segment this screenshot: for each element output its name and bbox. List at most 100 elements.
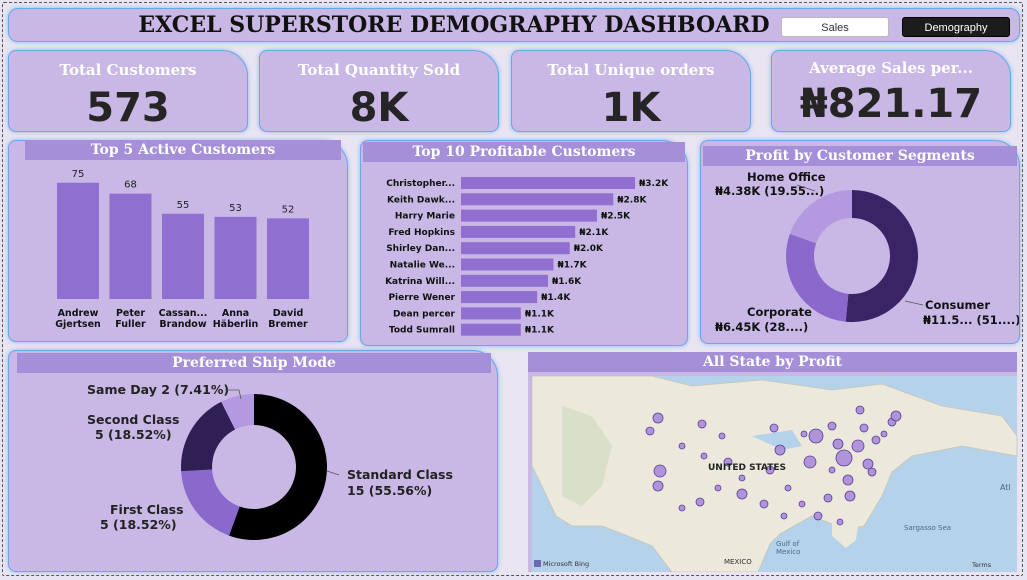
kpi-label: Total Quantity Sold (297, 61, 461, 79)
data-label: ₦1.6K (552, 277, 582, 287)
bar (461, 274, 548, 287)
leader-line (796, 184, 816, 192)
bing-logo-icon (534, 560, 541, 567)
title-bar: EXCEL SUPERSTORE DEMOGRAPHY DASHBOARD Sa… (8, 8, 1020, 42)
category-label: Christopher... (386, 179, 455, 189)
legend-label: Corporate (747, 305, 812, 319)
data-label: ₦1.7K (557, 261, 587, 271)
bar (461, 291, 538, 304)
state-bubble (827, 421, 837, 431)
bar (461, 307, 521, 320)
data-label: 55 (177, 200, 190, 211)
data-label: 52 (282, 204, 295, 215)
map-label-gulf: Gulf of (776, 540, 800, 548)
state-bubble (652, 480, 664, 492)
state-bubble (645, 426, 655, 436)
bar (162, 213, 204, 299)
state-bubble (695, 497, 705, 507)
data-label: 53 (229, 203, 242, 214)
state-bubble (769, 423, 779, 433)
state-bubble (880, 430, 888, 438)
leader-line (326, 470, 340, 476)
bar (57, 182, 99, 299)
kpi-card-average-sales: Average Sales per... ₦821.17 (771, 50, 1011, 132)
category-label: Fred Hopkins (388, 228, 455, 238)
state-bubble (678, 504, 686, 512)
segment-slice (845, 190, 919, 322)
state-bubble (736, 488, 748, 500)
state-bubble (836, 518, 844, 526)
nav-demography-button[interactable]: Demography (902, 17, 1010, 37)
kpi-value: ₦821.17 (799, 81, 983, 127)
state-bubble (871, 435, 881, 445)
gulf-water (782, 526, 832, 556)
state-bubble (697, 419, 707, 429)
category-label: David (273, 308, 304, 319)
state-bubble (800, 430, 808, 438)
state-bubble (808, 428, 824, 444)
us-state-profit-map[interactable]: UNITED STATES Gulf of Mexico MEXICO Sarg… (532, 376, 1021, 572)
data-label: ₦1.1K (525, 309, 555, 319)
category-label: Cassan... (159, 308, 208, 319)
category-label: Brandow (159, 319, 206, 330)
bar (461, 209, 597, 222)
map-label-mexico: MEXICO (724, 558, 752, 566)
category-label: Häberlin (213, 319, 259, 330)
category-label: Anna (222, 308, 249, 319)
kpi-value: 573 (86, 85, 170, 131)
state-bubble (813, 511, 823, 521)
kpi-card-total-quantity: Total Quantity Sold 8K (259, 50, 499, 132)
category-label: Katrina Will... (385, 277, 455, 287)
category-label: Shirley Dan... (386, 244, 455, 254)
state-bubble (678, 442, 686, 450)
map-terms-link[interactable]: Terms (971, 561, 992, 569)
top10-bar-chart: Christopher... ₦3.2K Keith Dawk... ₦2.8K Har… (385, 177, 669, 336)
category-label: Todd Sumrall (389, 326, 455, 336)
state-bubble (828, 466, 836, 474)
legend-label: Same Day 2 (7.41%) (87, 382, 229, 397)
kpi-value: 1K (601, 85, 661, 131)
state-bubble (823, 493, 833, 503)
state-profit-bubbles (645, 405, 902, 526)
shipmode-panel: Preferred Ship Mode Standard Class 15 (55… (8, 350, 498, 572)
kpi-label: Average Sales per... (809, 59, 973, 77)
category-label: Harry Marie (395, 212, 455, 222)
panel-title: Top 10 Profitable Customers (363, 142, 685, 162)
kpi-value: 8K (349, 85, 409, 131)
bar (214, 216, 257, 299)
leader-line (904, 300, 924, 306)
category-label: Keith Dawk... (387, 195, 455, 205)
nav-sales-button[interactable]: Sales (781, 17, 889, 37)
map-label-sargasso: Sargasso Sea (904, 524, 951, 532)
category-label: Andrew (58, 308, 99, 319)
terrain-shading (562, 406, 612, 506)
legend-label: Second Class (87, 412, 179, 427)
state-bubble (851, 439, 865, 453)
data-label: 5 (18.52%) (100, 517, 177, 532)
panel-title: Profit by Customer Segments (703, 146, 1017, 166)
data-label: ₦2.1K (579, 228, 609, 238)
panel-title: Top 5 Active Customers (25, 140, 341, 160)
kpi-card-total-customers: Total Customers 573 (8, 50, 248, 132)
map-label-us: UNITED STATES (708, 463, 786, 473)
state-bubble (765, 465, 775, 475)
state-bubble (759, 499, 769, 509)
state-bubble (867, 467, 877, 477)
data-label: 15 (55.56%) (347, 483, 432, 498)
data-label: ₦1.4K (541, 293, 571, 303)
data-label: ₦2.8K (617, 195, 647, 205)
state-bubble (842, 474, 854, 486)
shipmode-slice (181, 401, 236, 472)
data-label: ₦6.45K (28....) (715, 320, 808, 334)
panel-title: Preferred Ship Mode (17, 353, 491, 373)
state-bubble (855, 405, 865, 415)
state-bubble (714, 484, 722, 492)
category-label: Dean percer (393, 309, 456, 319)
state-bubble (859, 423, 869, 433)
state-bubble (718, 432, 726, 440)
legend-label: First Class (110, 502, 184, 517)
state-bubble (798, 500, 806, 508)
top5-customers-panel: Top 5 Active Customers 75 Andrew Gjertsen 6… (8, 140, 348, 342)
segment-slice (789, 190, 852, 244)
